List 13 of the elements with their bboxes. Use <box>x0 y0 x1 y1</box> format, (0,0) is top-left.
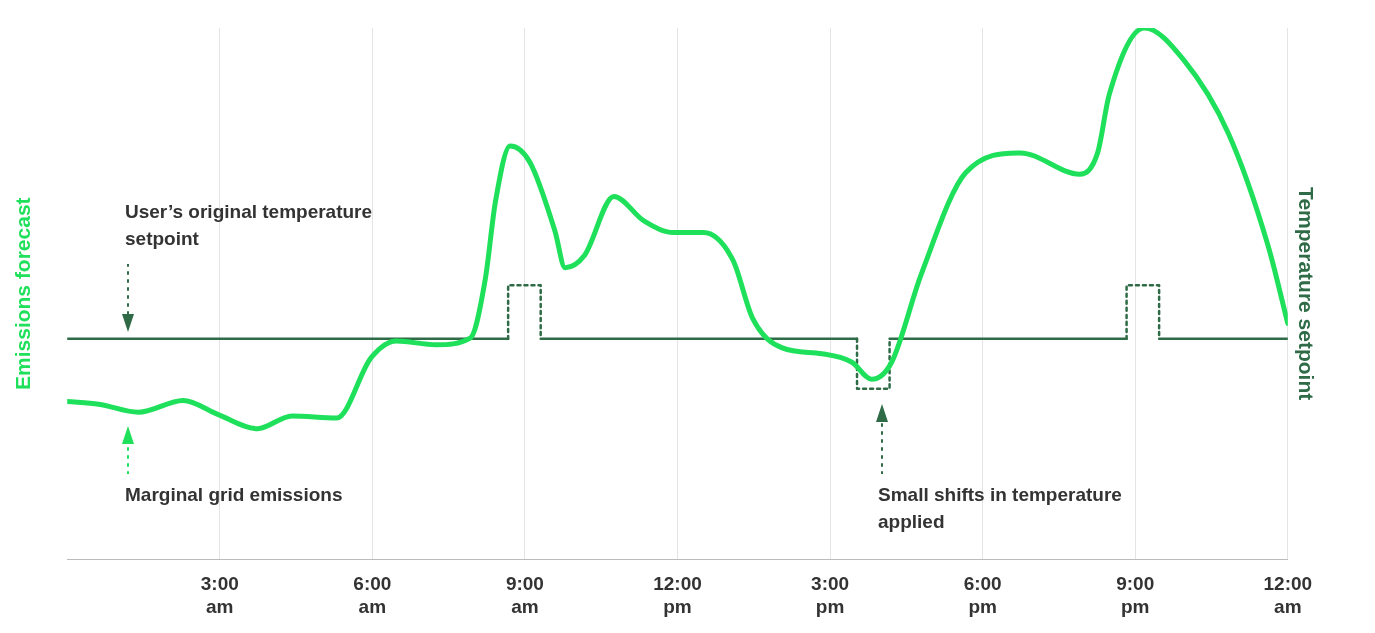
annotation: Marginal grid emissions <box>125 483 344 507</box>
x-tick-label: 12:00 am <box>1263 573 1313 617</box>
x-tick-label: 6:00 pm <box>963 573 1002 617</box>
x-tick-label: 9:00 am <box>505 573 544 617</box>
annotation: Small shifts in temperature applied <box>878 483 1123 534</box>
annotation: User’s original temperature setpoint <box>125 200 374 251</box>
y-axis-title: Emissions forecast <box>11 197 35 390</box>
y2-axis-title: Temperature setpoint <box>1294 187 1318 401</box>
x-tick-label: 6:00 am <box>353 573 392 617</box>
x-tick-label: 3:00 am <box>200 573 239 617</box>
x-tick-label: 12:00 pm <box>653 573 702 617</box>
x-tick-label: 9:00 pm <box>1116 573 1155 617</box>
x-tick-label: 3:00 pm <box>811 573 850 617</box>
